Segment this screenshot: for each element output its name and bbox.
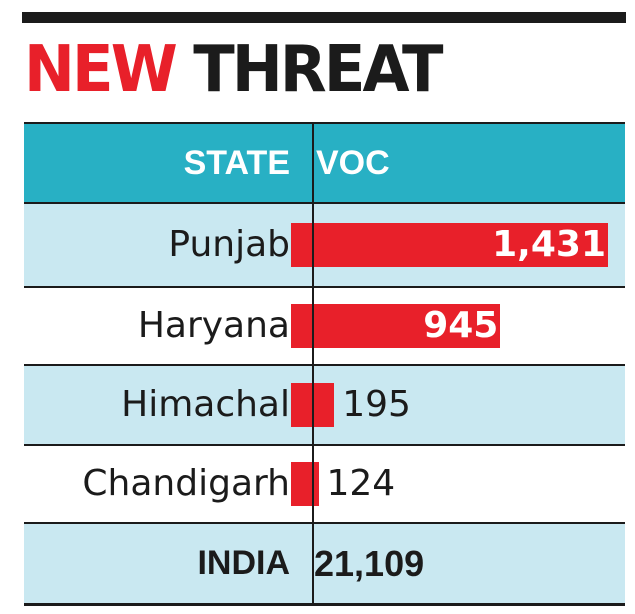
chart-title: NEW THREAT: [24, 30, 444, 110]
state-label: Himachal: [121, 384, 290, 425]
bar: [291, 223, 608, 267]
bar: [291, 304, 501, 348]
top-rule: [22, 12, 626, 23]
state-label: Haryana: [137, 305, 290, 346]
total-state-label: INDIA: [197, 544, 290, 582]
state-label: Chandigarh: [82, 463, 290, 504]
state-label: Punjab: [168, 224, 290, 265]
table-row: Haryana 945: [24, 286, 625, 364]
value-label: 124: [326, 463, 396, 504]
value-label: 945: [423, 305, 499, 346]
column-divider: [312, 124, 314, 603]
value-label: 1,431: [492, 224, 606, 265]
table-row: Chandigarh 124: [24, 444, 625, 522]
title-word-new: NEW: [24, 33, 178, 107]
voc-table: STATE VOC Punjab 1,431 Haryana 945 Himachal 1…: [24, 122, 625, 606]
column-header-voc: VOC: [316, 144, 390, 182]
column-header-state: STATE: [183, 144, 290, 182]
table-row: INDIA 21,109: [24, 522, 625, 603]
value-label: 195: [342, 384, 411, 425]
table-row: Himachal 195: [24, 364, 625, 444]
title-word-threat: THREAT: [193, 33, 443, 107]
total-value-label: 21,109: [314, 543, 425, 584]
bar: [291, 462, 319, 506]
table-row: Punjab 1,431: [24, 202, 625, 286]
header-row: STATE VOC: [24, 124, 625, 202]
